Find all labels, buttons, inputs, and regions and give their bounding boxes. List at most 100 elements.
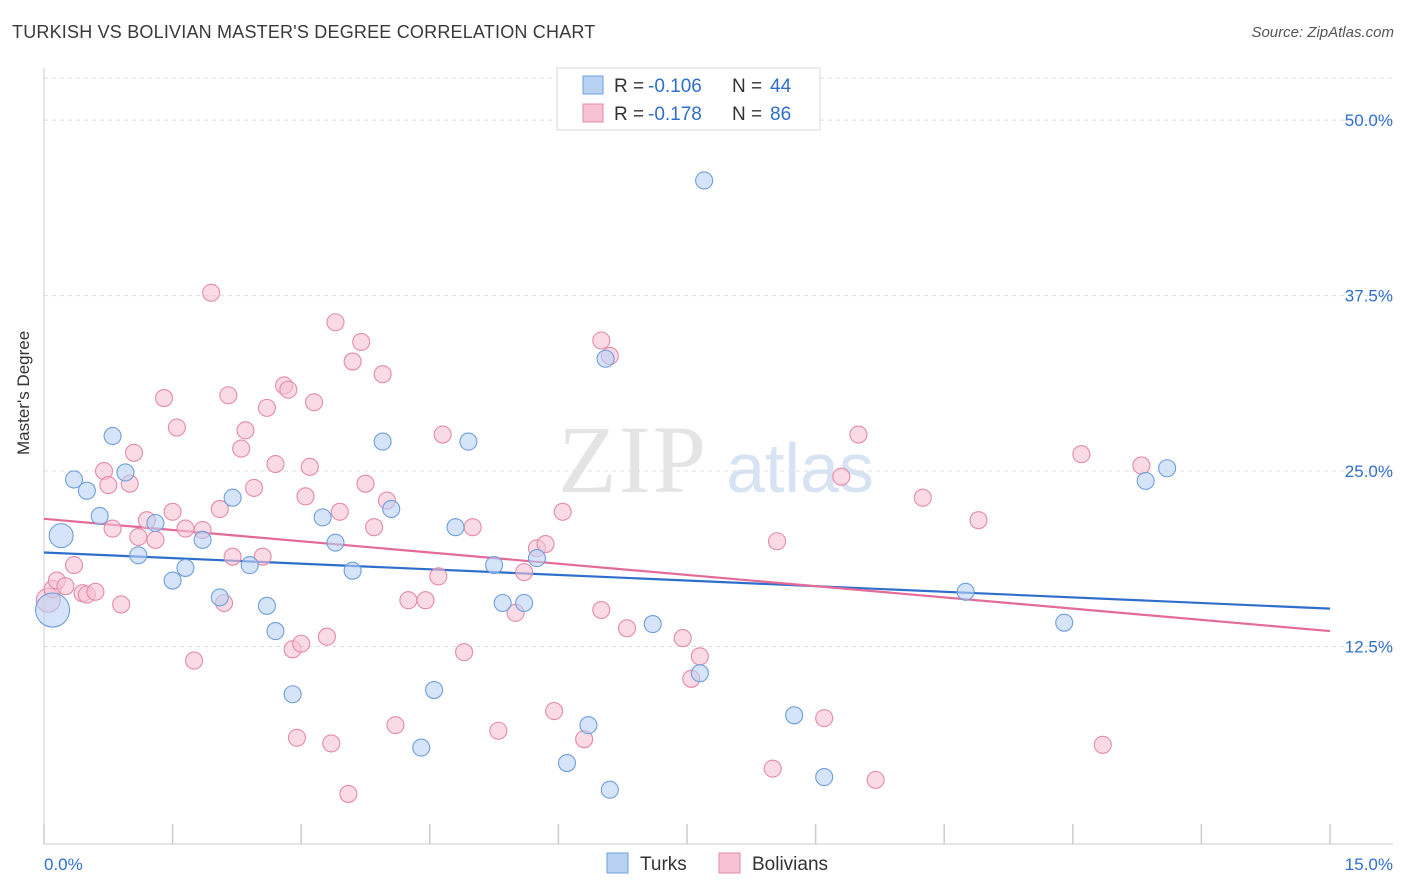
bolivians-point — [99, 476, 118, 495]
n-value: 86 — [770, 104, 791, 125]
bolivians-point — [322, 734, 341, 753]
bolivians-point — [112, 595, 131, 614]
bolivians-point — [763, 759, 782, 778]
turks-point — [90, 506, 109, 526]
turks-point — [223, 488, 242, 507]
bolivians-point — [292, 634, 311, 653]
bolivians-point — [184, 651, 204, 670]
y-tick-label: 37.5% — [1345, 287, 1393, 306]
bolivians-legend-label: Bolivians — [752, 854, 828, 875]
bolivians-point — [536, 535, 555, 554]
turks-legend-swatch — [606, 852, 629, 874]
bolivians-point — [463, 518, 482, 537]
turks-point — [48, 523, 74, 549]
chart-title: TURKISH VS BOLIVIAN MASTER'S DEGREE CORR… — [12, 22, 596, 42]
axes: 12.5% 25.0% 37.5% 50.0% 0.0% 15.0% — [43, 68, 1393, 874]
bolivians-point — [617, 619, 637, 638]
bolivians-point — [592, 600, 611, 620]
bolivians-point — [1093, 735, 1112, 754]
x-tick-label: 15.0% — [1345, 855, 1393, 874]
bolivians-point — [1132, 456, 1151, 475]
bolivians-point — [832, 467, 851, 486]
bolivians-point — [356, 474, 375, 493]
bolivians-point — [433, 425, 452, 444]
bolivians-point — [553, 502, 572, 521]
bolivians-point — [330, 502, 349, 521]
bolivians-points — [35, 283, 1151, 803]
bolivians-point — [815, 709, 834, 728]
r-value: -0.106 — [648, 76, 702, 97]
bolivians-point — [416, 591, 435, 610]
bolivians-point — [399, 591, 418, 610]
bolivians-point — [365, 518, 384, 537]
bolivians-point — [202, 283, 221, 302]
turks-point — [240, 556, 259, 575]
turks-point — [210, 588, 229, 607]
bolivians-point — [279, 380, 298, 399]
turks-point — [283, 685, 302, 704]
turks-point — [493, 593, 512, 613]
r-label: R = — [614, 76, 644, 97]
bolivians-trend-line — [43, 517, 1331, 633]
turks-point — [257, 596, 276, 615]
bolivians-point — [219, 386, 238, 405]
bolivians-point — [690, 647, 709, 666]
bolivians-point — [592, 331, 611, 350]
n-value: 44 — [770, 76, 792, 97]
turks-point — [77, 481, 96, 500]
turks-point — [373, 432, 392, 451]
turks-point — [326, 533, 345, 552]
correlation-legend: R = -0.106 N = 44 R = -0.178 N = 86 — [556, 67, 821, 131]
bolivians-point — [305, 393, 324, 412]
bolivians-point — [969, 511, 988, 530]
bolivians-point — [287, 728, 306, 747]
bolivians-point — [154, 389, 174, 408]
turks-point — [579, 716, 598, 735]
trend-lines — [43, 517, 1331, 633]
turks-point — [459, 432, 478, 451]
bolivians-point — [257, 398, 276, 417]
bolivians-point — [64, 556, 84, 575]
bolivians-point — [352, 332, 371, 351]
bolivians-point — [176, 519, 195, 538]
turks-point — [382, 499, 401, 519]
turks-point — [412, 738, 431, 757]
bolivians-point — [296, 487, 315, 506]
source-label: Source: ZipAtlas.com — [1251, 24, 1394, 41]
turks-point — [35, 592, 71, 628]
turks-point — [956, 582, 975, 601]
turks-point — [343, 561, 362, 580]
bolivians-point — [429, 567, 448, 586]
bolivians-point — [232, 439, 251, 458]
watermark-zip: ZIP — [558, 406, 708, 513]
bolivians-point — [223, 547, 242, 566]
watermark-atlas: atlas — [726, 429, 874, 507]
y-tick-label: 25.0% — [1345, 462, 1393, 481]
bolivians-point — [129, 527, 148, 547]
bolivians-legend-swatch — [718, 852, 741, 874]
bolivians-point — [253, 547, 272, 566]
bolivians-point — [767, 532, 787, 551]
bolivians-point — [146, 530, 165, 549]
turks-point — [266, 622, 285, 641]
turks-point — [600, 780, 619, 799]
bolivians-point — [124, 443, 144, 462]
bolivians-point — [913, 488, 932, 507]
r-label: R = — [614, 104, 644, 125]
bolivians-point — [866, 770, 885, 789]
bolivians-point — [317, 627, 336, 646]
turks-point — [163, 571, 182, 590]
bolivians-point — [167, 418, 186, 437]
turks-point — [690, 664, 709, 683]
bolivians-point — [103, 519, 122, 538]
turks-point — [1055, 613, 1074, 632]
bolivians-point — [163, 502, 182, 521]
turks-point — [557, 753, 577, 773]
bolivians-point — [849, 425, 868, 444]
bolivians-point — [266, 454, 285, 474]
turks-point — [313, 508, 332, 527]
turks-point — [485, 556, 504, 575]
turks-points — [35, 171, 1177, 799]
turks-point — [527, 549, 547, 568]
